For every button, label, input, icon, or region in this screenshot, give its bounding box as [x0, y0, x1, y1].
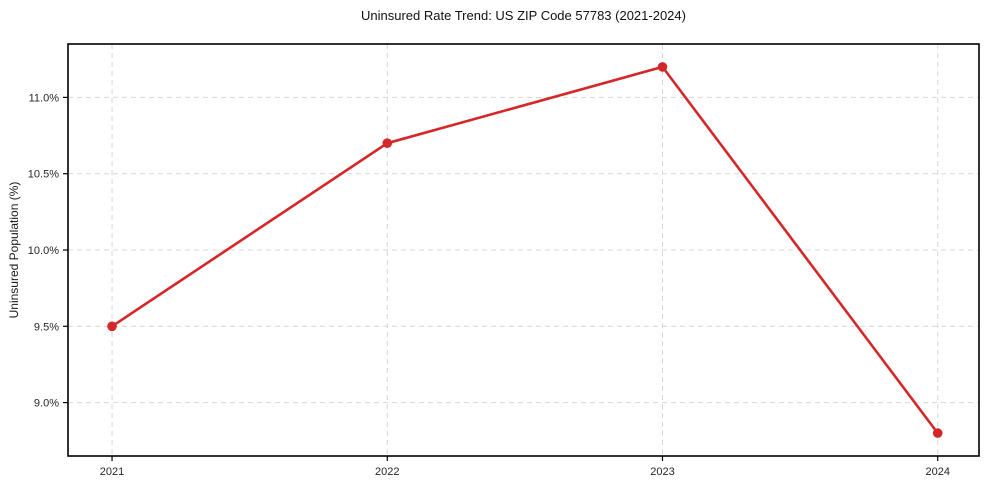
- y-tick-label: 9.0%: [34, 398, 59, 410]
- y-tick-label: 11.0%: [29, 92, 60, 104]
- y-tick-label: 10.5%: [28, 169, 59, 181]
- x-tick-label: 2022: [375, 466, 399, 478]
- x-tick-label: 2021: [100, 466, 124, 478]
- y-tick-label: 10.0%: [28, 245, 59, 257]
- data-point-marker: [657, 62, 668, 72]
- data-point-marker: [382, 138, 393, 148]
- chart-title: Uninsured Rate Trend: US ZIP Code 57783 …: [361, 8, 686, 23]
- data-point-marker: [107, 321, 117, 332]
- series-line: [110, 65, 940, 435]
- x-tick-label: 2023: [650, 466, 674, 478]
- y-tick-label: 9.5%: [34, 321, 59, 333]
- x-tick-label: 2024: [925, 466, 949, 478]
- data-point-marker: [932, 428, 943, 438]
